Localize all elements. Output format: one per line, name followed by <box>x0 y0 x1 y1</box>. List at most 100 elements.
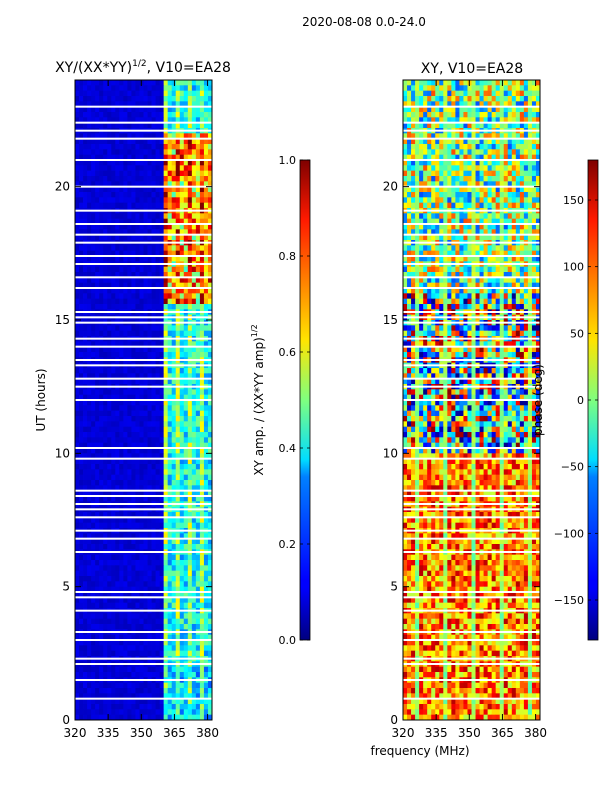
heatmap-cell <box>191 544 197 550</box>
heatmap-cell <box>523 192 529 198</box>
heatmap-cell <box>107 197 112 204</box>
heatmap-cell <box>163 704 169 710</box>
heatmap-cell <box>179 213 185 220</box>
heatmap-cell <box>103 80 108 86</box>
heatmap-cell <box>123 250 128 257</box>
heatmap-cell <box>131 485 136 492</box>
heatmap-cell <box>179 224 185 230</box>
heatmap-cell <box>83 272 88 278</box>
heatmap-cell <box>83 592 88 598</box>
heatmap-cell <box>87 266 92 273</box>
heatmap-cell <box>155 106 161 113</box>
heatmap-cell <box>91 480 96 486</box>
heatmap-cell <box>87 112 92 118</box>
heatmap-cell <box>123 693 128 700</box>
heatmap-cell <box>207 80 213 86</box>
heatmap-cell <box>119 618 124 625</box>
heatmap-cell <box>175 672 181 678</box>
heatmap-cell <box>179 666 185 673</box>
heatmap-cell <box>467 133 472 140</box>
heatmap-cell <box>91 298 96 305</box>
heatmap-cell <box>115 581 120 588</box>
heatmap-cell <box>171 437 177 444</box>
heatmap-cell <box>83 341 88 348</box>
heatmap-cell <box>207 597 213 604</box>
heatmap-cell <box>127 133 132 140</box>
heatmap-cell <box>143 197 148 204</box>
heatmap-cell <box>91 405 96 412</box>
heatmap-cell <box>99 96 104 102</box>
heatmap-cell <box>499 106 505 113</box>
heatmap-cell <box>111 133 116 140</box>
heatmap-cell <box>195 298 201 305</box>
heatmap-cell <box>159 181 165 188</box>
heatmap-cell <box>175 448 181 454</box>
heatmap-cell <box>199 394 205 401</box>
heatmap-cell <box>79 464 84 470</box>
heatmap-cell <box>95 666 100 673</box>
heatmap-cell <box>95 709 100 716</box>
heatmap-cell <box>191 490 197 497</box>
heatmap-cell <box>103 410 108 417</box>
heatmap-cell <box>195 693 201 700</box>
heatmap-cell <box>207 160 213 166</box>
heatmap-cell <box>95 602 100 609</box>
heatmap-cell <box>131 464 136 470</box>
heatmap-cell <box>143 389 148 396</box>
heatmap-cell <box>99 288 104 294</box>
heatmap-cell <box>199 560 205 566</box>
heatmap-cell <box>103 117 108 124</box>
heatmap-cell <box>171 586 177 593</box>
heatmap-cell <box>75 426 80 433</box>
heatmap-cell <box>151 346 156 353</box>
heatmap-cell <box>191 416 197 422</box>
heatmap-cell <box>159 346 165 353</box>
heatmap-cell <box>531 149 537 156</box>
heatmap-cell <box>187 645 193 652</box>
heatmap-cell <box>467 144 472 150</box>
heatmap-cell <box>87 106 92 113</box>
heatmap-cell <box>507 192 513 198</box>
heatmap-cell <box>483 133 489 140</box>
heatmap-cell <box>103 186 108 193</box>
heatmap-cell <box>135 597 140 604</box>
heatmap-cell <box>195 304 201 310</box>
heatmap-cell <box>183 197 189 204</box>
heatmap-cell <box>143 666 148 673</box>
heatmap-cell <box>95 469 100 476</box>
heatmap-cell <box>171 373 177 380</box>
heatmap-cell <box>79 106 84 113</box>
heatmap-cell <box>479 133 484 140</box>
heatmap-cell <box>91 229 96 236</box>
heatmap-cell <box>87 682 92 689</box>
heatmap-cell <box>167 101 173 108</box>
heatmap-cell <box>139 122 144 129</box>
heatmap-cell <box>203 117 209 124</box>
heatmap-cell <box>127 496 132 502</box>
heatmap-cell <box>163 256 169 262</box>
heatmap-cell <box>115 293 120 300</box>
heatmap-cell <box>179 533 185 540</box>
flagged-time-gap <box>75 316 212 319</box>
heatmap-cell <box>155 469 161 476</box>
heatmap-cell <box>155 341 161 348</box>
heatmap-cell <box>175 288 181 294</box>
heatmap-cell <box>191 688 197 694</box>
heatmap-cell <box>179 693 185 700</box>
heatmap-cell <box>75 144 80 150</box>
heatmap-cell <box>107 640 112 646</box>
heatmap-cell <box>119 560 124 566</box>
heatmap-cell <box>127 437 132 444</box>
heatmap-cell <box>403 165 408 172</box>
heatmap-cell <box>127 416 132 422</box>
heatmap-cell <box>195 682 201 689</box>
heatmap-cell <box>119 346 124 353</box>
heatmap-cell <box>167 570 173 577</box>
heatmap-cell <box>83 106 88 113</box>
heatmap-cell <box>171 170 177 177</box>
heatmap-cell <box>127 554 132 561</box>
heatmap-cell <box>179 592 185 598</box>
heatmap-cell <box>183 378 189 385</box>
heatmap-cell <box>127 693 132 700</box>
heatmap-cell <box>95 330 100 337</box>
